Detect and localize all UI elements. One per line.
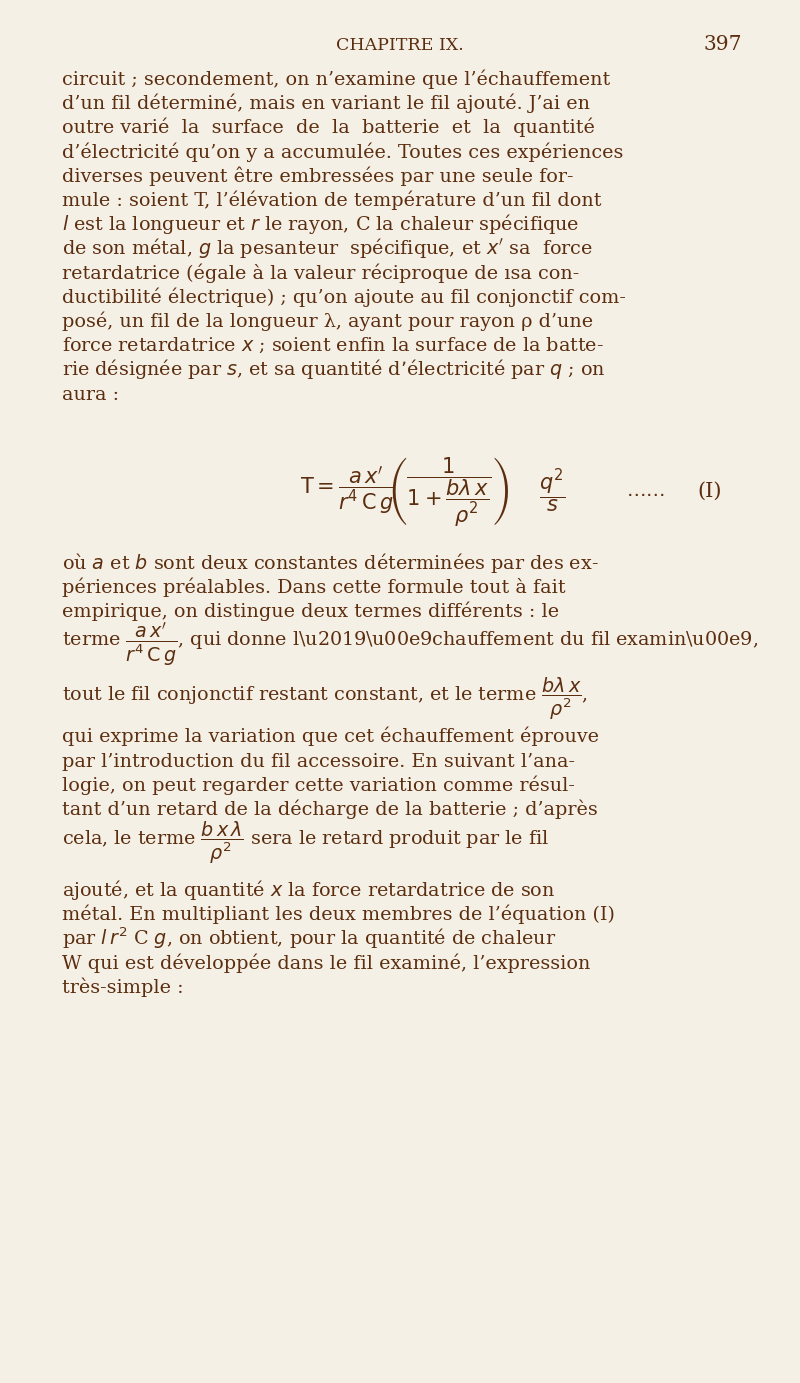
Text: par l’introduction du fil accessoire. En suivant l’ana-: par l’introduction du fil accessoire. En…: [62, 752, 575, 770]
Text: aura :: aura :: [62, 386, 119, 404]
Text: $\mathrm{T} = \dfrac{a\,x'}{r^4\,\mathrm{C}\,g}$: $\mathrm{T} = \dfrac{a\,x'}{r^4\,\mathrm…: [300, 465, 395, 517]
Text: terme $\dfrac{a\,x'}{r^4\,\mathrm{C}\,g}$, qui donne l\u2019\u00e9chauffement du: terme $\dfrac{a\,x'}{r^4\,\mathrm{C}\,g}…: [62, 621, 758, 668]
Text: tout le fil conjonctif restant constant, et le terme $\dfrac{b\lambda\,x}{\rho^2: tout le fil conjonctif restant constant,…: [62, 675, 588, 722]
Text: force retardatrice $x$ ; soient enfin la surface de la batte-: force retardatrice $x$ ; soient enfin la…: [62, 336, 604, 355]
Text: par $l\,r^2$ C $g$, on obtient, pour la quantité de chaleur: par $l\,r^2$ C $g$, on obtient, pour la …: [62, 925, 556, 950]
Text: CHAPITRE IX.: CHAPITRE IX.: [336, 37, 464, 54]
Text: W qui est développée dans le fil examiné, l’expression: W qui est développée dans le fil examiné…: [62, 953, 590, 972]
Text: retardatrice (égale à la valeur réciproque de ısa con-: retardatrice (égale à la valeur réciproq…: [62, 263, 579, 282]
Text: logie, on peut regarder cette variation comme résul-: logie, on peut regarder cette variation …: [62, 776, 575, 795]
Text: tant d’un retard de la décharge de la batterie ; d’après: tant d’un retard de la décharge de la ba…: [62, 799, 598, 819]
Text: ajouté, et la quantité $x$ la force retardatrice de son: ajouté, et la quantité $x$ la force reta…: [62, 878, 555, 902]
Text: métal. En multipliant les deux membres de l’équation (I): métal. En multipliant les deux membres d…: [62, 904, 615, 924]
Text: ductibilité électrique) ; qu’on ajoute au fil conjonctif com-: ductibilité électrique) ; qu’on ajoute a…: [62, 288, 626, 307]
Text: très-simple :: très-simple :: [62, 978, 184, 997]
Text: outre varié  la  surface  de  la  batterie  et  la  quantité: outre varié la surface de la batterie et…: [62, 118, 595, 137]
Text: $\left( \dfrac{1}{1 + \dfrac{b\lambda\,x}{\rho^2}} \right)$: $\left( \dfrac{1}{1 + \dfrac{b\lambda\,x…: [390, 455, 510, 528]
Text: (I): (I): [697, 481, 722, 501]
Text: périences préalables. Dans cette formule tout à fait: périences préalables. Dans cette formule…: [62, 578, 566, 597]
Text: $\ldots\ldots$: $\ldots\ldots$: [626, 483, 665, 501]
Text: d’électricité qu’on y a accumulée. Toutes ces expériences: d’électricité qu’on y a accumulée. Toute…: [62, 142, 623, 162]
Text: de son métal, $g$ la pesanteur  spécifique, et $x'$ sa  force: de son métal, $g$ la pesanteur spécifiqu…: [62, 236, 593, 260]
Text: qui exprime la variation que cet échauffement éprouve: qui exprime la variation que cet échauff…: [62, 727, 599, 747]
Text: où $a$ et $b$ sont deux constantes déterminées par des ex-: où $a$ et $b$ sont deux constantes déter…: [62, 550, 598, 575]
Text: rie désignée par $s$, et sa quantité d’électricité par $q$ ; on: rie désignée par $s$, et sa quantité d’é…: [62, 357, 606, 382]
Text: posé, un fil de la longueur λ, ayant pour rayon ρ d’une: posé, un fil de la longueur λ, ayant pou…: [62, 311, 593, 331]
Text: $\dfrac{q^2}{s}$: $\dfrac{q^2}{s}$: [538, 467, 565, 514]
Text: circuit ; secondement, on n’examine que l’échauffement: circuit ; secondement, on n’examine que …: [62, 69, 610, 89]
Text: cela, le terme $\dfrac{b\,x\,\lambda}{\rho^2}$ sera le retard produit par le fil: cela, le terme $\dfrac{b\,x\,\lambda}{\r…: [62, 819, 549, 866]
Text: 397: 397: [703, 35, 742, 54]
Text: empirique, on distingue deux termes différents : le: empirique, on distingue deux termes diff…: [62, 602, 559, 621]
Text: $l$ est la longueur et $r$ le rayon, C la chaleur spécifique: $l$ est la longueur et $r$ le rayon, C l…: [62, 212, 579, 236]
Text: diverses peuvent être embressées par une seule for-: diverses peuvent être embressées par une…: [62, 166, 574, 185]
Text: d’un fil déterminé, mais en variant le fil ajouté. J’ai en: d’un fil déterminé, mais en variant le f…: [62, 94, 590, 113]
Text: mule : soient T, l’élévation de température d’un fil dont: mule : soient T, l’élévation de températ…: [62, 191, 602, 210]
